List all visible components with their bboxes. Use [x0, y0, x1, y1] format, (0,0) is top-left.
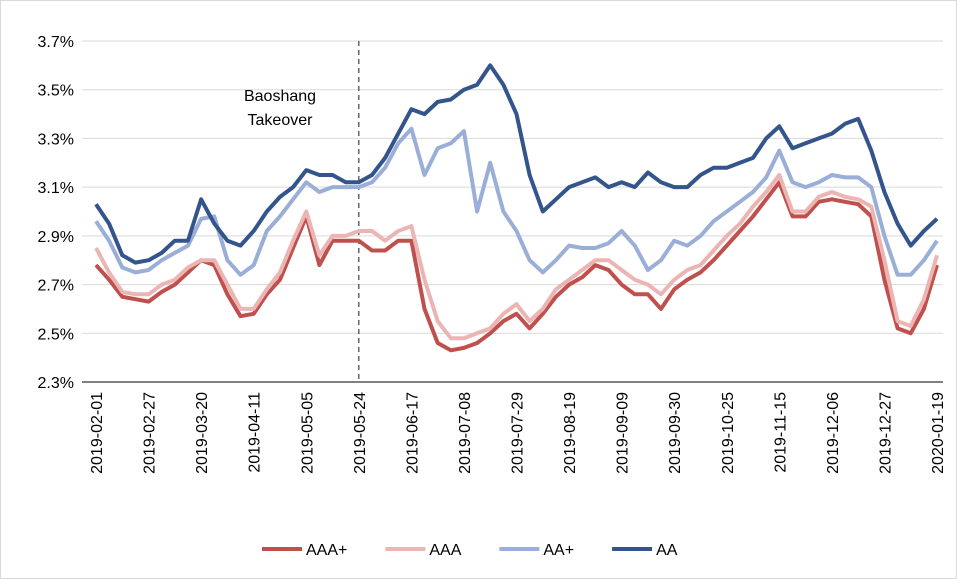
- x-tick-label: 2019-05-05: [299, 392, 316, 474]
- y-tick-label: 2.7%: [38, 278, 74, 295]
- x-tick-label: 2019-10-25: [720, 392, 737, 474]
- x-tick-label: 2019-09-30: [667, 392, 684, 474]
- series-line: [94, 173, 939, 341]
- x-tick-label: 2019-06-17: [404, 392, 421, 474]
- y-tick-label: 3.5%: [38, 83, 74, 100]
- x-tick-label: 2019-09-09: [615, 392, 632, 474]
- annotation: Baoshang: [244, 88, 316, 105]
- x-tick-label: 2019-12-27: [877, 392, 894, 474]
- y-tick-label: 3.1%: [38, 180, 74, 197]
- series-line: [94, 126, 939, 277]
- legend-label: AAA+: [306, 542, 347, 559]
- legend-label: AAA: [429, 542, 461, 559]
- x-tick-label: 2019-07-29: [510, 392, 527, 474]
- x-tick-label: 2019-05-24: [352, 392, 369, 474]
- x-tick-label: 2019-03-20: [194, 392, 211, 474]
- x-tick-label: 2019-11-15: [772, 392, 789, 473]
- x-tick-label: 2019-12-06: [825, 392, 842, 474]
- y-tick-label: 3.3%: [38, 131, 74, 148]
- x-tick-label: 2019-02-01: [89, 392, 106, 474]
- legend-label: AA: [656, 542, 678, 559]
- annotation: Takeover: [248, 112, 314, 129]
- y-tick-label: 3.7%: [38, 34, 74, 51]
- x-tick-label: 2019-07-08: [457, 392, 474, 474]
- y-tick-label: 2.3%: [38, 375, 74, 392]
- series-line: [94, 63, 939, 265]
- y-tick-label: 2.9%: [38, 229, 74, 246]
- x-tick-label: 2019-08-19: [562, 392, 579, 474]
- x-tick-label: 2020-01-19: [930, 392, 947, 474]
- legend-label: AA+: [543, 542, 574, 559]
- x-tick-label: 2019-04-11: [247, 392, 264, 473]
- y-tick-label: 2.5%: [38, 326, 74, 343]
- x-tick-label: 2019-02-27: [142, 392, 159, 474]
- legend: AAA+ AAA AA+ AA: [262, 542, 678, 559]
- series-line: [94, 180, 939, 353]
